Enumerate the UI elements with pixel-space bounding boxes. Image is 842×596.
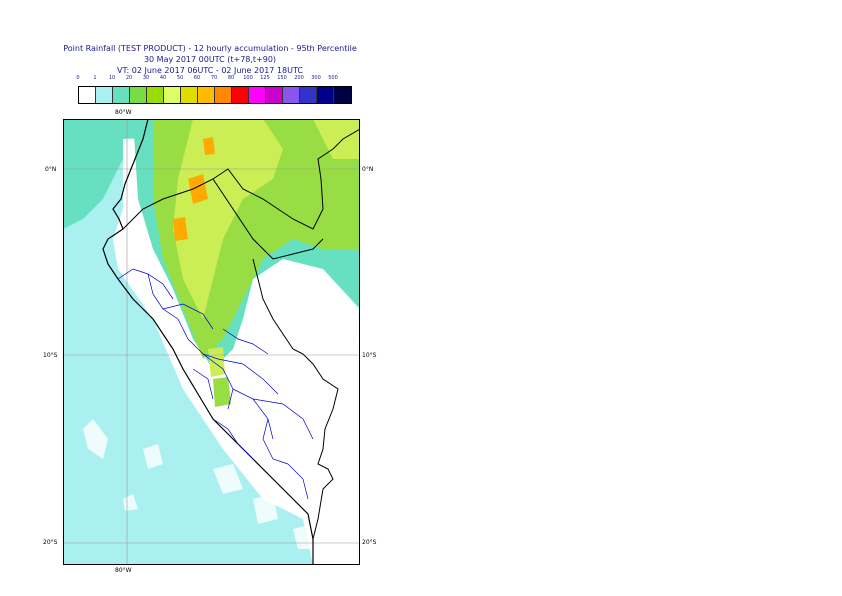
map-canvas <box>63 118 361 565</box>
lat-label-0n-left: 0°N <box>45 166 57 173</box>
legend-color-scale <box>78 86 352 104</box>
border-ecuador-colombia <box>122 128 361 230</box>
legend-swatch-9 <box>232 87 249 103</box>
legend-swatch-12 <box>283 87 300 103</box>
border-peru-north <box>212 178 324 260</box>
legend-swatch-5 <box>164 87 181 103</box>
lat-label-10s-left: 10°S <box>43 352 58 359</box>
legend-tick-125: 125 <box>260 75 270 81</box>
legend-tick-60: 60 <box>193 75 201 81</box>
legend-tick-300: 300 <box>311 75 321 81</box>
legend-swatch-4 <box>147 87 164 103</box>
legend-tick-50: 50 <box>176 75 184 81</box>
valid-time: VT: 02 June 2017 06UTC - 02 June 2017 18… <box>117 66 303 75</box>
legend-swatch-1 <box>96 87 113 103</box>
legend-tick-10: 10 <box>108 75 116 81</box>
legend-tick-0: 0 <box>76 75 80 81</box>
admin-boundaries <box>117 268 314 500</box>
legend-swatch-11 <box>266 87 283 103</box>
rainfall-map <box>63 118 361 565</box>
forecast-run-time: 30 May 2017 00UTC (t+78,t+90) <box>143 55 277 64</box>
legend-swatch-7 <box>198 87 215 103</box>
coastline <box>102 118 314 565</box>
border-peru-east <box>252 258 339 540</box>
legend-tick-1: 1 <box>93 75 97 81</box>
legend-swatch-6 <box>181 87 198 103</box>
legend-tick-100: 100 <box>243 75 253 81</box>
legend-tick-150: 150 <box>277 75 287 81</box>
legend-tick-40: 40 <box>159 75 167 81</box>
legend-tick-80: 80 <box>227 75 235 81</box>
legend-swatch-3 <box>130 87 147 103</box>
rainfall-legend: 0 1 10 20 30 40 50 60 70 80 100 125 150 200 300 500 <box>76 75 352 104</box>
legend-tick-200: 200 <box>294 75 304 81</box>
legend-swatch-14 <box>317 87 334 103</box>
legend-tick-500: 500 <box>328 75 338 81</box>
lon-label-bottom: 80°W <box>115 567 132 574</box>
map-title: Point Rainfall (TEST PRODUCT) - 12 hourl… <box>63 44 357 53</box>
lon-label-top: 80°W <box>115 109 132 116</box>
rain-very-heavy <box>188 174 208 204</box>
legend-tick-labels: 0 1 10 20 30 40 50 60 70 80 100 125 150 200 300 500 <box>76 75 348 84</box>
lat-label-0n-right: 0°N <box>362 166 374 173</box>
legend-swatch-15 <box>334 87 351 103</box>
legend-swatch-2 <box>113 87 130 103</box>
legend-swatch-0 <box>79 87 96 103</box>
lat-label-10s-right: 10°S <box>362 352 377 359</box>
lat-label-20s-left: 20°S <box>43 539 58 546</box>
legend-tick-70: 70 <box>210 75 218 81</box>
map-frame <box>63 119 360 565</box>
map-title-block: Point Rainfall (TEST PRODUCT) - 12 hourl… <box>0 43 420 76</box>
legend-swatch-8 <box>215 87 232 103</box>
legend-tick-30: 30 <box>142 75 150 81</box>
lat-label-20s-right: 20°S <box>362 539 377 546</box>
legend-swatch-13 <box>300 87 317 103</box>
legend-tick-20: 20 <box>125 75 133 81</box>
legend-swatch-10 <box>249 87 266 103</box>
